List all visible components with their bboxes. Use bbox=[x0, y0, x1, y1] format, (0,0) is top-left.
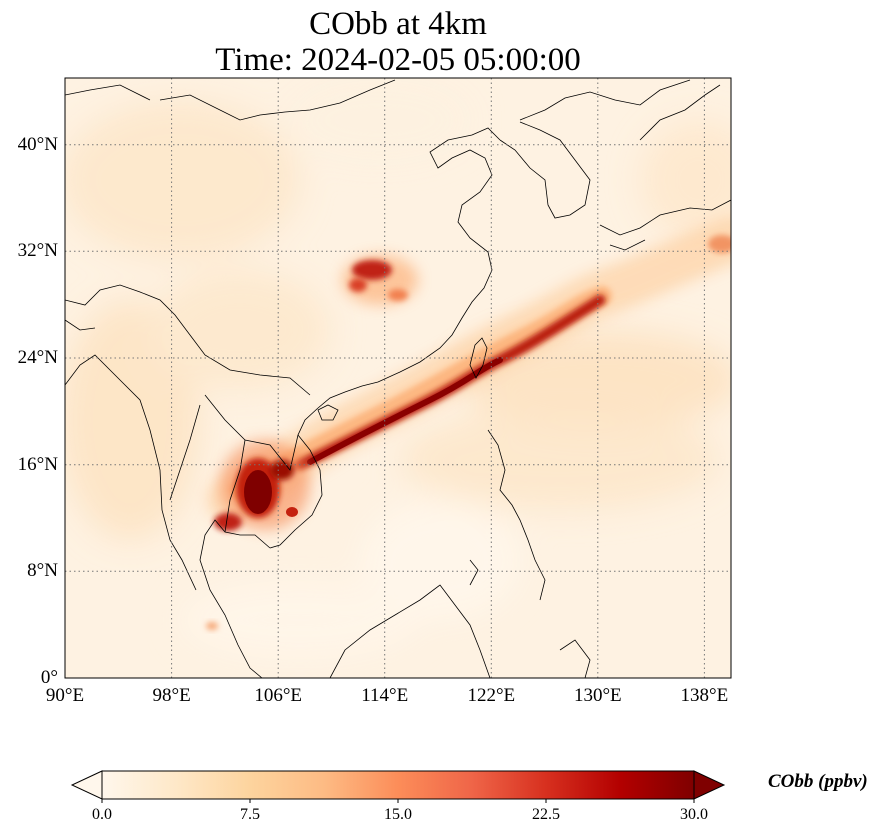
map-time: Time: 2024-02-05 05:00:00 bbox=[215, 42, 581, 78]
indochina-source bbox=[214, 440, 310, 531]
x-tick-label: 106°E bbox=[254, 685, 303, 706]
map-title: CObb at 4km bbox=[309, 6, 487, 42]
east-edge-patch bbox=[708, 235, 731, 253]
colorbar-tick-label: 22.5 bbox=[532, 806, 560, 823]
small-patch bbox=[206, 622, 218, 630]
colorbar-tick-label: 30.0 bbox=[680, 806, 708, 823]
colorbar-tick-label: 7.5 bbox=[240, 806, 260, 823]
x-tick-label: 98°E bbox=[152, 685, 191, 706]
x-tick-label: 114°E bbox=[361, 685, 409, 706]
x-tick-label: 130°E bbox=[573, 685, 622, 706]
central-china-patch bbox=[342, 255, 418, 305]
y-tick-label: 0° bbox=[40, 667, 58, 688]
y-tick-label: 24°N bbox=[17, 347, 58, 368]
diffuse-concentration bbox=[65, 80, 731, 660]
colorbar-tick-label: 15.0 bbox=[384, 806, 412, 823]
colorbar-max-extend bbox=[693, 770, 726, 800]
x-tick-label: 122°E bbox=[467, 685, 516, 706]
map-frame bbox=[64, 77, 732, 679]
colorbar bbox=[70, 770, 726, 803]
colorbar-tick-label: 0.0 bbox=[92, 806, 112, 823]
y-tick-label: 16°N bbox=[17, 453, 58, 475]
colorbar-min-extend bbox=[70, 770, 103, 800]
x-tick-label: 90°E bbox=[45, 685, 85, 706]
coastlines bbox=[65, 79, 731, 678]
y-tick-label: 40°N bbox=[17, 133, 58, 155]
plume-mid bbox=[230, 286, 612, 500]
colorbar-gradient bbox=[102, 771, 694, 799]
y-tick-label: 32°N bbox=[17, 240, 58, 262]
y-tick-label: 8°N bbox=[27, 560, 58, 582]
gridlines bbox=[65, 78, 731, 678]
x-tick-label: 138°E bbox=[680, 685, 729, 706]
colorbar-label: CObb (ppbv) bbox=[768, 771, 868, 792]
